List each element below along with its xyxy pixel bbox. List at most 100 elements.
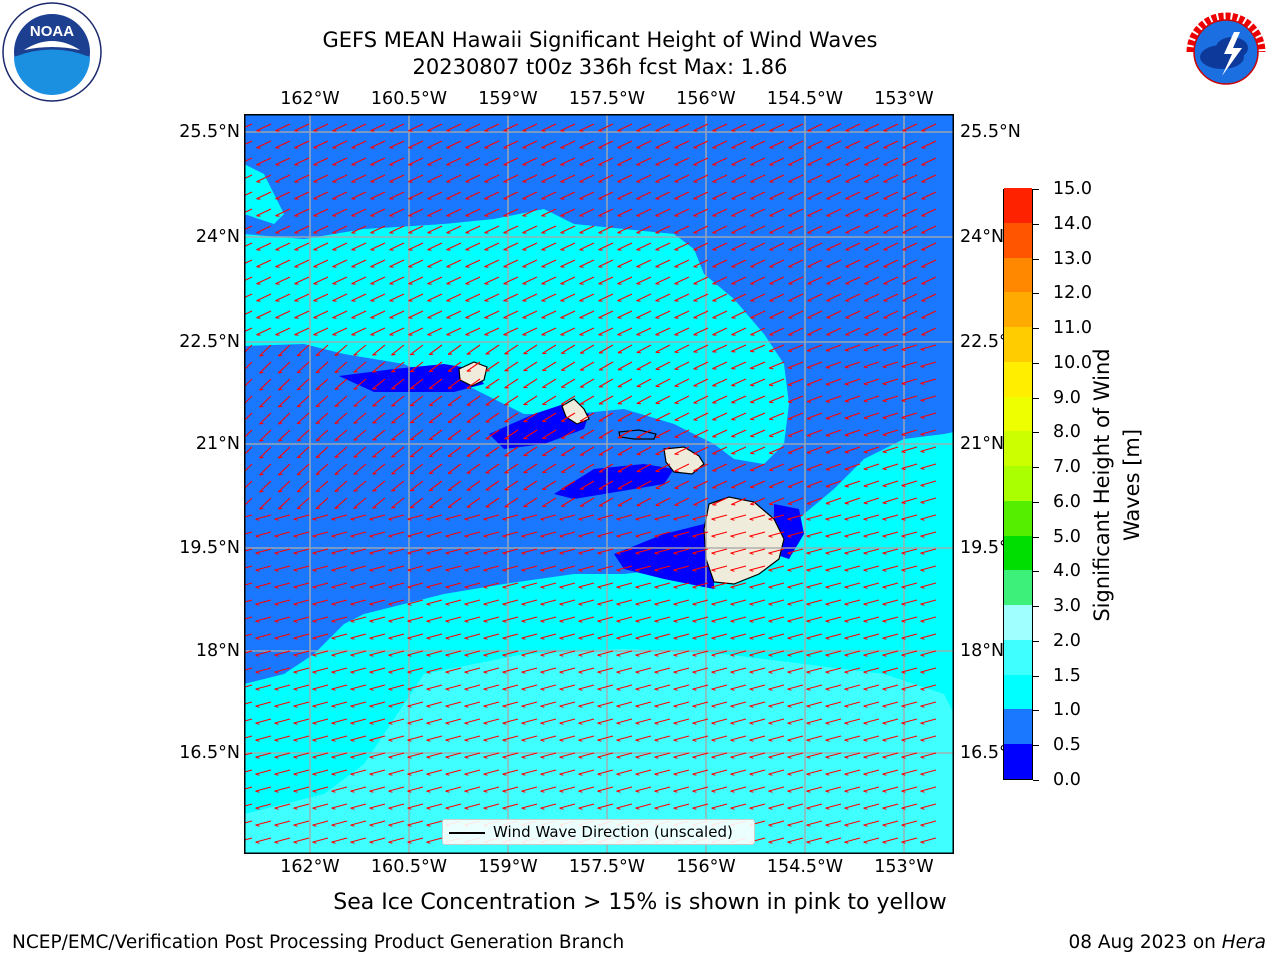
wave-direction-arrow [693, 361, 709, 370]
wave-direction-arrowhead [334, 473, 339, 475]
wave-direction-arrowhead [616, 603, 621, 606]
wave-direction-arrow [275, 242, 291, 251]
wave-direction-arrow [274, 650, 291, 656]
wave-direction-arrow [692, 616, 709, 622]
wave-direction-arrowhead [597, 620, 602, 623]
wave-direction-arrowhead [730, 586, 735, 589]
wave-direction-arrow [353, 429, 367, 441]
wave-direction-arrowhead [445, 569, 450, 572]
wave-direction-arrow [731, 276, 747, 285]
wave-direction-arrow [332, 276, 348, 285]
wave-direction-arrow [351, 225, 367, 234]
wave-direction-arrow [315, 429, 329, 442]
wave-direction-arrow [617, 412, 633, 422]
wave-direction-arrow [408, 293, 424, 302]
wave-direction-arrow [712, 174, 728, 183]
wave-direction-arrow [902, 208, 918, 217]
wave-direction-arrow [522, 123, 538, 132]
wave-direction-arrow [692, 803, 709, 809]
wave-direction-arrowhead [388, 790, 393, 793]
wave-direction-arrow [350, 701, 367, 707]
wave-direction-arrow [369, 735, 386, 741]
wave-direction-arrowhead [787, 841, 792, 844]
wave-direction-arrow [331, 650, 348, 656]
wave-direction-arrowhead [559, 654, 564, 657]
wave-direction-arrow [447, 446, 462, 457]
wave-direction-arrow [542, 463, 557, 473]
wave-direction-arrow [294, 123, 310, 132]
wave-direction-arrow [313, 310, 329, 319]
wave-direction-arrow [408, 310, 424, 319]
wave-direction-arrow [331, 820, 348, 826]
wave-direction-arrow [844, 803, 861, 809]
wave-direction-arrow [692, 667, 709, 673]
wave-direction-arrow [844, 429, 861, 436]
wave-direction-arrowhead [844, 705, 849, 708]
wave-direction-arrow [503, 208, 519, 217]
wave-direction-arrowhead [787, 824, 792, 827]
wave-direction-arrow [768, 497, 785, 505]
wave-direction-arrowhead [293, 518, 298, 521]
wave-direction-arrow [255, 548, 272, 554]
wave-direction-arrow [635, 514, 652, 520]
wave-direction-arrow [863, 616, 880, 622]
wave-direction-arrow [255, 735, 272, 741]
wave-direction-arrow [749, 752, 766, 758]
wave-direction-arrow [256, 293, 272, 302]
wave-direction-arrowhead [521, 756, 526, 759]
wave-direction-arrow [391, 344, 405, 356]
wave-direction-arrow [598, 259, 614, 268]
wave-direction-arrow [673, 633, 690, 639]
colorbar-segment [1004, 674, 1032, 710]
wave-direction-arrowhead [578, 773, 583, 776]
wave-direction-arrowhead [901, 535, 906, 538]
wave-direction-arrow [484, 293, 500, 302]
wave-direction-arrow [426, 786, 443, 792]
wave-direction-arrowhead [407, 569, 412, 572]
wave-direction-arrowhead [274, 756, 279, 759]
wave-direction-arrowhead [274, 722, 279, 725]
wave-direction-arrow [353, 378, 367, 390]
wave-direction-arrowhead [350, 637, 355, 640]
wave-direction-arrow [466, 344, 481, 355]
wave-direction-arrowhead [730, 603, 735, 606]
wave-direction-arrow [825, 361, 842, 368]
wave-direction-arrow [350, 803, 367, 809]
wave-direction-arrow [445, 565, 462, 571]
wave-direction-arrow [559, 786, 576, 792]
wave-direction-arrow [561, 344, 576, 354]
colorbar-tick-label: 11.0 [1053, 318, 1092, 339]
wave-direction-arrowhead [407, 773, 412, 776]
wave-direction-arrowhead [483, 603, 488, 606]
colorbar-tick [1033, 397, 1039, 399]
wave-direction-arrow [369, 582, 386, 588]
wave-direction-arrowhead [731, 469, 736, 472]
wave-direction-arrow [654, 565, 671, 571]
wave-direction-arrow [370, 327, 386, 336]
wave-direction-arrow [483, 531, 500, 537]
wave-direction-arrow [750, 225, 766, 234]
wave-direction-arrowhead [806, 722, 811, 725]
wave-direction-arrow [522, 242, 538, 251]
wave-direction-arrow [277, 395, 291, 408]
wave-direction-arrow [826, 310, 842, 319]
wave-direction-arrowhead [825, 569, 830, 572]
colorbar-tick-label: 5.0 [1053, 526, 1081, 547]
wave-direction-arrow [673, 514, 690, 520]
wave-direction-arrow [523, 497, 538, 508]
wave-direction-arrowhead [312, 841, 317, 844]
wave-direction-arrow [825, 514, 842, 520]
wave-direction-arrow [787, 650, 804, 656]
wave-direction-arrow [578, 650, 595, 656]
wave-direction-arrowhead [597, 535, 602, 538]
wave-direction-arrow [901, 565, 918, 571]
wave-direction-arrowhead [372, 455, 377, 458]
wave-direction-arrow [788, 123, 804, 132]
wave-direction-arrow [844, 718, 861, 724]
wave-direction-arrow [579, 208, 595, 217]
wave-direction-arrow [559, 599, 576, 605]
wave-direction-arrowhead [353, 422, 358, 424]
wave-direction-arrow [598, 293, 614, 302]
wave-direction-arrow [388, 565, 405, 571]
wave-direction-arrow [408, 191, 424, 200]
